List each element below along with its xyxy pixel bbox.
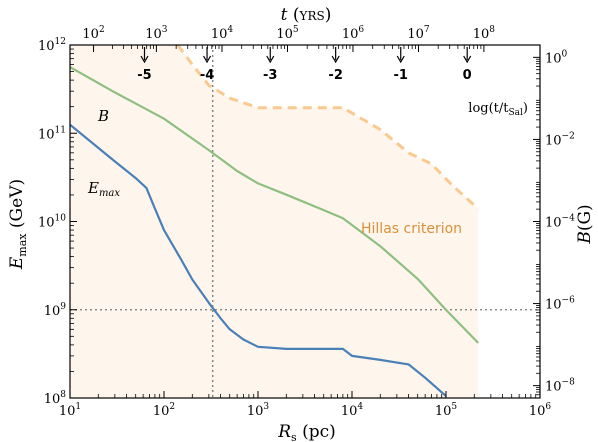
top-tick-label: 102	[82, 25, 104, 42]
top-tick-label: 105	[276, 25, 299, 42]
series-lines	[69, 66, 479, 397]
annotation-hillas: Hillas criterion	[361, 221, 462, 237]
log-t-marker-label: -3	[263, 68, 277, 83]
top-tick-label: 106	[342, 25, 365, 42]
log-t-markers: -5 -4 -3 -2 -1 0	[137, 47, 472, 83]
log-t-arrow-head	[331, 55, 340, 64]
top-tick-label: 103	[145, 25, 168, 42]
y-right-tick-label: 10−8	[545, 378, 575, 395]
log-t-marker-label: -2	[328, 68, 342, 83]
series-line-b	[69, 66, 479, 344]
y-right-tick-label: 10−2	[545, 131, 575, 148]
log-t-marker-label: 0	[463, 68, 472, 83]
x-tick-label: 104	[341, 402, 364, 419]
log-t-arrow-head	[266, 55, 275, 64]
log-t-arrow-head	[463, 55, 472, 64]
x-axis-title: Rs (pc)	[277, 422, 336, 442]
y-right-tick-label: 100	[545, 49, 568, 66]
series-line-e	[69, 123, 447, 397]
y-right-tick-label: 10−4	[545, 214, 575, 231]
y-left-tick-label: 109	[44, 302, 67, 319]
y-left-tick-label: 1011	[38, 125, 66, 142]
x-tick-label: 102	[153, 402, 175, 419]
annotation-b: B	[97, 107, 109, 125]
reference-lines	[70, 45, 540, 398]
log-t-marker-label: -5	[137, 68, 151, 83]
log-t-label: log(t/tSal)	[468, 101, 528, 118]
x-tick-label: 101	[59, 402, 81, 419]
hillas-boundary	[176, 44, 480, 210]
y-right-tick-label: 10−6	[545, 296, 575, 313]
log-t-arrow-head	[140, 55, 149, 64]
top-tick-label: 107	[407, 25, 430, 42]
annotation-emax: Emax	[87, 179, 120, 199]
y-left-tick-label: 1010	[38, 214, 66, 231]
log-t-arrow-head	[203, 55, 212, 64]
y-left-tick-label: 108	[44, 390, 67, 407]
x-tick-label: 103	[247, 402, 270, 419]
y-left-tick-label: 1012	[38, 37, 66, 54]
log-t-arrow-head	[396, 55, 405, 64]
x-tick-label: 105	[435, 402, 458, 419]
log-t-marker-label: -4	[200, 68, 214, 83]
axis-ticks: 101 102 103 104 105 106 102 103 104 105 106 107 108 1…	[38, 25, 575, 419]
top-tick-label: 108	[473, 25, 496, 42]
y-left-axis-title: Emax (GeV)	[7, 179, 29, 270]
log-t-marker-label: -1	[394, 68, 408, 83]
top-tick-label: 104	[211, 25, 234, 42]
x-tick-label: 106	[529, 402, 552, 419]
y-right-axis-title: B(G)	[575, 204, 595, 244]
top-axis-title: t (yrs)	[281, 5, 332, 25]
